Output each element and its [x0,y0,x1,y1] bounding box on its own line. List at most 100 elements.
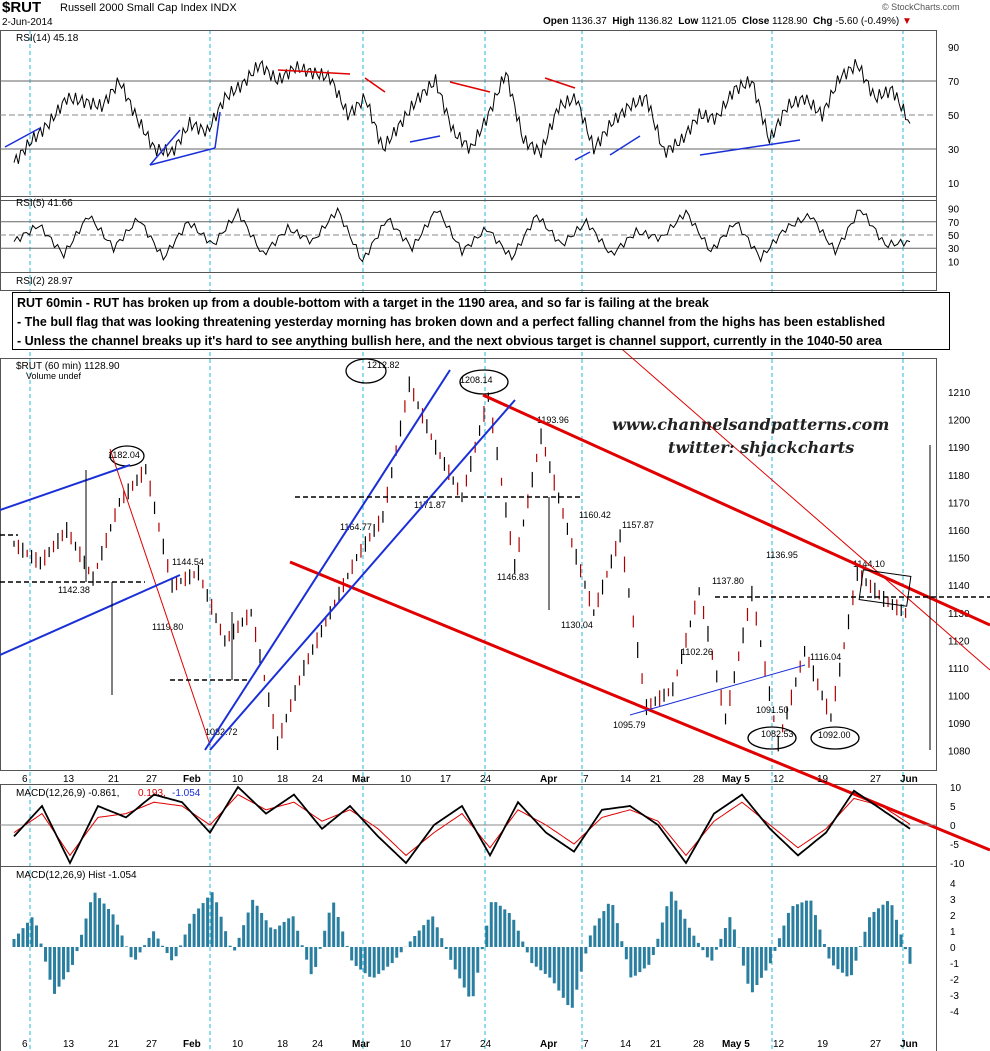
swing-circle-4 [810,726,860,750]
hist-bar [471,947,475,997]
hist-bar [327,912,331,947]
hist-bar [80,934,84,947]
hist-bar [305,947,309,960]
channel-line-0 [289,560,990,852]
hist-bar [417,930,421,947]
hist-bar [354,947,358,966]
price-swing-label: 1095.79 [613,720,646,730]
x-label-9: 10 [400,774,412,785]
x-label-10: 17 [440,774,452,785]
macd-tick-0: 0 [950,821,956,832]
hist-bar [894,919,898,947]
hist-bar [858,946,862,947]
rsi14-tick-30: 30 [948,145,960,156]
hist-bar [426,919,430,947]
hist-bar [534,947,538,967]
x-label-21: Jun [900,774,918,785]
x-label-14: 14 [620,1039,632,1050]
price-swing-label: 1082.53 [761,729,794,739]
x-label-9: 10 [400,1039,412,1050]
open-label: Open [543,16,569,27]
price-frame [0,358,937,771]
hist-bar [84,918,88,947]
price-tick-1150: 1150 [948,554,970,565]
hist-bar [62,947,66,980]
blue-trendline-0 [0,574,181,656]
hist-bar [422,925,426,947]
hist-bar [489,902,493,947]
ticker-symbol: $RUT [2,0,42,16]
x-label-14: 14 [620,774,632,785]
price-swing-label: 1160.42 [579,510,611,520]
hist-bar [246,912,250,947]
hist-bar [192,913,196,947]
hist-bar [98,898,102,947]
hist-bar [17,933,21,947]
hist-bar [21,928,25,947]
hist-bar [494,902,498,947]
channel-line-2 [109,448,211,746]
hist-bar [332,902,336,947]
hist-bar [804,900,808,947]
price-tick-1100: 1100 [948,692,970,703]
hist-bar [836,947,840,970]
x-label-6: 18 [277,1039,289,1050]
hist-bar [611,905,615,947]
hist-bar [219,916,223,947]
x-label-1: 13 [63,774,75,785]
hist-bar [48,947,52,980]
price-swing-label: 1146.83 [497,572,529,582]
x-label-8: Mar [352,1039,370,1050]
x-label-0: 6 [22,774,28,785]
price-swing-label: 1182.04 [108,450,140,460]
macd-panel: MACD(12,26,9) -0.861, 0.193, -1.054 10 5 0 -5 -… [0,783,965,870]
hist-bar [557,947,561,991]
down-arrow-icon: ▼ [901,16,912,27]
hist-bar [908,947,912,964]
price-tick-1080: 1080 [948,747,971,758]
price-label: $RUT (60 min) 1128.90 [16,361,120,372]
x-label-19: 19 [817,774,829,785]
hist-bar [372,947,376,978]
bull-flag-box [858,569,912,607]
rsi14-red-arrow-0 [277,69,351,75]
macd-label-signal: 0.193, [138,788,166,799]
hist-bar [183,934,187,947]
hist-bar [696,942,700,947]
price-tick-1090: 1090 [948,719,971,730]
x-label-10: 17 [440,1039,452,1050]
open-value: 1136.37 [571,16,607,27]
hist-bar [840,947,844,973]
rsi5-tick-50: 50 [948,231,960,242]
chart-header: $RUT Russell 2000 Small Cap Index INDX 2… [0,0,990,32]
hist-bar [719,938,723,947]
hist-bar [453,947,457,970]
hist-bar [674,900,678,947]
hist-bar [890,905,894,947]
hist-bar [350,947,354,961]
x-label-7: 24 [312,774,324,785]
hist-bar [30,917,34,947]
hist-bar [89,902,93,947]
hist-bar [692,935,696,947]
hist-bar [728,917,732,947]
hist-bar [759,947,763,978]
commentary-line-3: - Unless the channel breaks up it's hard… [17,334,882,348]
x-label-3: 27 [146,1039,158,1050]
hist-bar [795,904,799,947]
x-label-16: 28 [693,774,705,785]
hist-bar [273,929,277,947]
hist-bar [269,927,273,947]
low-label: Low [678,16,699,27]
blue-trendline-3 [209,399,516,751]
hist-bar [296,930,300,947]
hist-bar [111,914,115,947]
hist-bar [309,947,313,975]
hist-bar [381,947,385,971]
hist-bar [161,945,165,947]
hist-bar [359,947,363,970]
hist-bar [638,947,642,973]
rsi14-tick-50: 50 [948,111,960,122]
x-label-1: 13 [63,1039,75,1050]
